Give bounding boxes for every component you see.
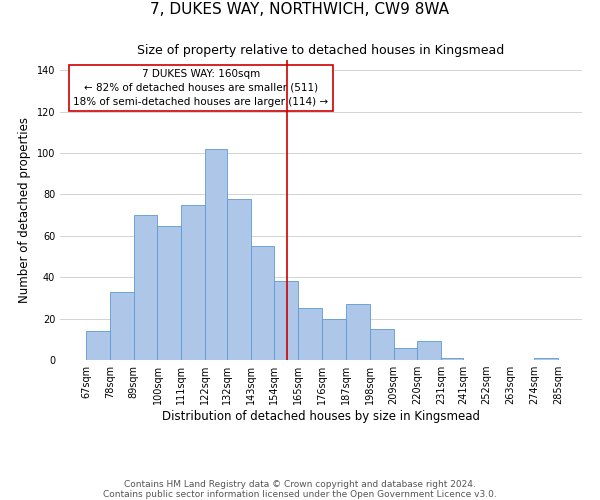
Bar [394,348,418,360]
Text: 7 DUKES WAY: 160sqm
← 82% of detached houses are smaller (511)
18% of semi-detac: 7 DUKES WAY: 160sqm ← 82% of detached ho… [73,69,329,107]
Bar [441,358,463,360]
Bar [298,308,322,360]
Bar [157,226,181,360]
Bar [205,149,227,360]
Bar [251,246,274,360]
Y-axis label: Number of detached properties: Number of detached properties [18,117,31,303]
Bar [346,304,370,360]
Bar [418,342,441,360]
Bar [322,318,346,360]
Bar [227,198,251,360]
Bar [110,292,134,360]
Title: Size of property relative to detached houses in Kingsmead: Size of property relative to detached ho… [137,44,505,58]
Bar [86,331,110,360]
Bar [181,205,205,360]
Bar [274,282,298,360]
Bar [370,329,394,360]
Text: 7, DUKES WAY, NORTHWICH, CW9 8WA: 7, DUKES WAY, NORTHWICH, CW9 8WA [151,2,449,18]
Bar [134,215,157,360]
Text: Contains HM Land Registry data © Crown copyright and database right 2024.
Contai: Contains HM Land Registry data © Crown c… [103,480,497,499]
X-axis label: Distribution of detached houses by size in Kingsmead: Distribution of detached houses by size … [162,410,480,423]
Bar [535,358,558,360]
